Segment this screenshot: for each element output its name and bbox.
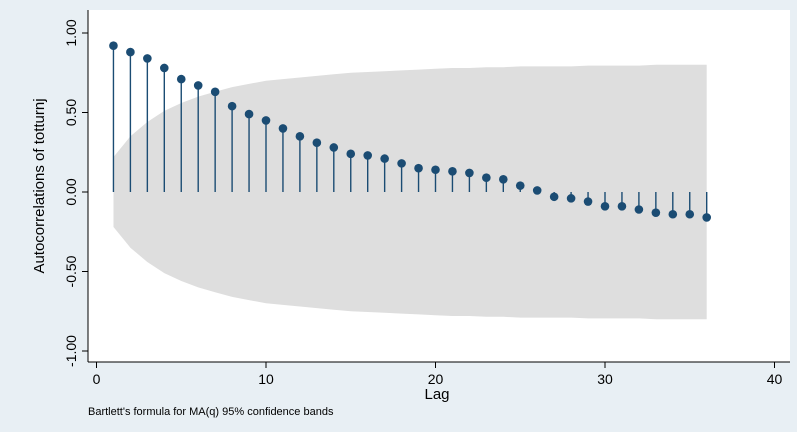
acf-point bbox=[397, 159, 406, 168]
y-tick-label: 1.00 bbox=[63, 19, 79, 46]
acf-point bbox=[431, 165, 440, 175]
confidence-band-note: Bartlett's formula for MA(q) 95% confide… bbox=[88, 406, 334, 418]
acf-point bbox=[499, 174, 508, 184]
x-tick-label: 40 bbox=[767, 371, 783, 387]
acf-point bbox=[261, 116, 271, 125]
y-tick-label: -0.50 bbox=[63, 255, 79, 287]
acf-point bbox=[617, 202, 627, 211]
acf-point bbox=[668, 209, 678, 219]
acf-point bbox=[685, 209, 695, 219]
acf-point bbox=[278, 124, 288, 133]
acf-point bbox=[566, 194, 576, 203]
x-tick-label: 10 bbox=[258, 371, 274, 387]
acf-point bbox=[346, 149, 356, 159]
acf-point bbox=[651, 208, 661, 217]
acf-point bbox=[295, 132, 305, 141]
acf-point bbox=[363, 151, 373, 160]
acf-point bbox=[380, 154, 389, 163]
acf-point bbox=[600, 202, 610, 211]
acf-point bbox=[549, 192, 559, 202]
confidence-band bbox=[113, 64, 707, 320]
acf-point bbox=[702, 213, 711, 222]
acf-point bbox=[143, 54, 152, 63]
acf-point bbox=[176, 74, 186, 84]
confidence-band-layer bbox=[113, 64, 707, 320]
x-tick-label: 30 bbox=[597, 371, 613, 387]
acf-point bbox=[312, 138, 322, 148]
axis-layer: -1.00 -0.50 0.00 0.50 1.00 0 10 20 30 40 bbox=[63, 10, 790, 387]
x-tick-label: 0 bbox=[93, 371, 101, 387]
acf-point bbox=[448, 167, 457, 176]
y-tick-label: 0.50 bbox=[63, 99, 79, 126]
acf-point bbox=[482, 173, 491, 182]
y-tick-label: 0.00 bbox=[63, 178, 79, 205]
acf-point bbox=[109, 41, 118, 51]
stem-layer bbox=[109, 41, 711, 222]
acf-point bbox=[210, 87, 220, 97]
acf-point bbox=[227, 101, 237, 111]
acf-point bbox=[465, 168, 474, 178]
acf-point bbox=[532, 186, 542, 195]
y-axis-title: Autocorrelations of totturnj bbox=[31, 98, 48, 273]
acf-point bbox=[193, 81, 203, 90]
acf-point bbox=[583, 197, 593, 206]
acf-point bbox=[515, 181, 525, 190]
x-axis-title: Lag bbox=[424, 386, 449, 403]
acf-point bbox=[126, 47, 135, 57]
acf-point bbox=[160, 63, 169, 73]
acf-point bbox=[244, 109, 254, 119]
acf-point bbox=[329, 143, 339, 152]
x-tick-label: 20 bbox=[428, 371, 444, 387]
acf-point bbox=[634, 205, 644, 214]
y-tick-label: -1.00 bbox=[63, 335, 79, 367]
acf-point bbox=[414, 163, 423, 173]
